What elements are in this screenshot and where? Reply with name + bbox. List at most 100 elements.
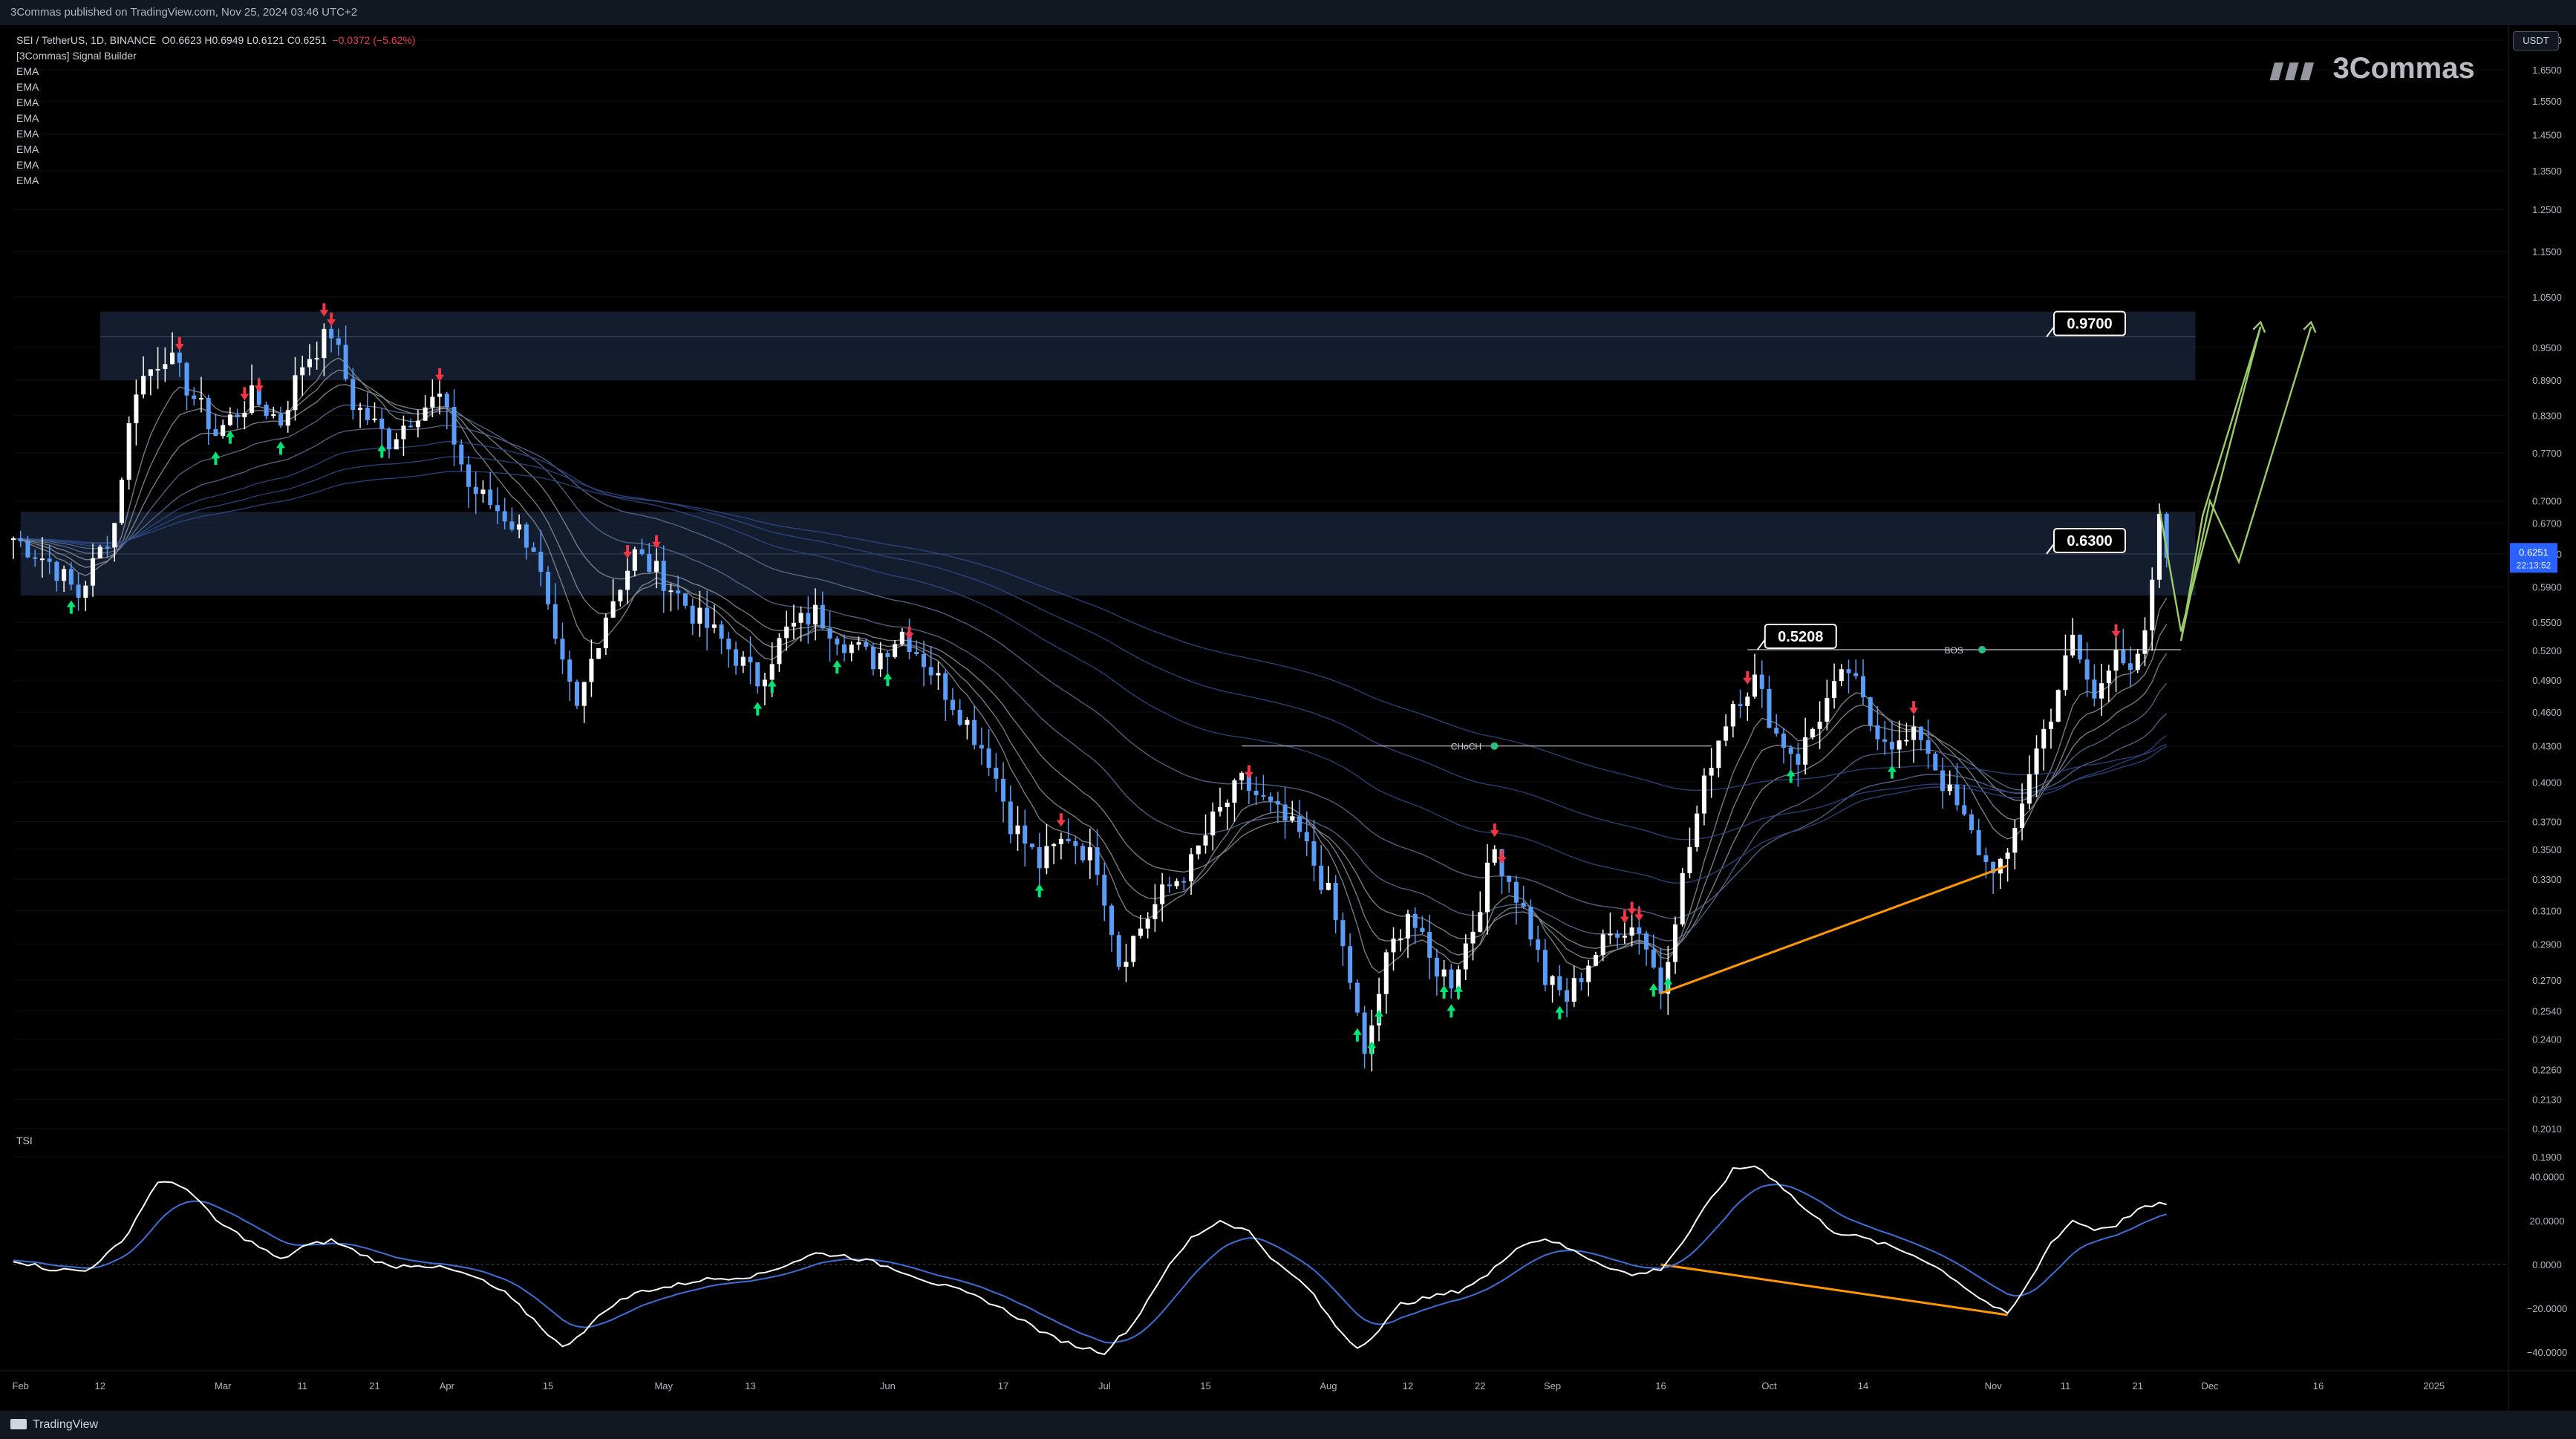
candle (1492, 845, 1497, 866)
candle-body (719, 624, 724, 639)
candle-body (329, 328, 334, 339)
candle-body (1622, 936, 1627, 938)
candle-body (899, 631, 904, 645)
ohlc-values: O0.6623 H0.6949 L0.6121 C0.6251 (161, 34, 327, 46)
candle-body (105, 546, 110, 549)
candle (221, 419, 226, 439)
price-tick-label: 0.1900 (2532, 1152, 2562, 1163)
candle-body (1008, 801, 1013, 835)
candle-body (820, 604, 825, 629)
price-tick-label: 0.3300 (2532, 874, 2562, 885)
current-price-label: 0.6251 (2519, 546, 2549, 558)
candle-body (119, 480, 124, 523)
time-tick-label: 11 (297, 1380, 307, 1391)
candle-body (221, 425, 226, 436)
candle-body (1998, 858, 2003, 874)
candle-body (1297, 816, 1302, 832)
candle (1304, 811, 1309, 856)
sell-arrow-icon (175, 337, 184, 351)
projection-path (2179, 326, 2312, 642)
price-tick-label: 0.4000 (2532, 777, 2562, 789)
candle-body (603, 617, 608, 649)
time-tick-label: 17 (998, 1380, 1008, 1391)
tradingview-brand[interactable]: TradingView (10, 1418, 98, 1432)
candle-body (1774, 728, 1779, 734)
candle-body (1701, 775, 1706, 814)
candle (126, 416, 131, 490)
currency-badge[interactable]: USDT (2513, 31, 2559, 50)
candle-body (1131, 936, 1136, 962)
candle (1507, 875, 1512, 893)
sell-arrow-icon (1634, 907, 1644, 921)
candle-body (849, 645, 854, 653)
candle (2034, 735, 2039, 797)
candle (835, 636, 840, 656)
projection-path (2158, 326, 2262, 642)
candle-body (1246, 772, 1251, 792)
brand-logo: ▮▮▮ 3Commas (2268, 52, 2475, 89)
candle-body (769, 664, 775, 680)
candle-body (1536, 939, 1541, 950)
candle-body (856, 642, 861, 645)
candle (1528, 899, 1533, 947)
candle-body (950, 699, 955, 710)
candle (2156, 503, 2162, 588)
tsi-divergence-line (1660, 1263, 2008, 1316)
ema-line (13, 384, 2168, 951)
candle-body (415, 420, 420, 428)
buy-arrow-icon (767, 679, 777, 694)
candle (2012, 820, 2018, 869)
sell-arrow-icon (2111, 624, 2121, 638)
time-tick-label: Oct (1761, 1380, 1777, 1391)
candle-body (322, 328, 327, 359)
candle (1073, 836, 1078, 865)
candle-body (2034, 748, 2039, 774)
candle (1015, 806, 1020, 851)
candle (227, 407, 232, 427)
candle-body (1405, 913, 1410, 939)
candle (2106, 665, 2111, 702)
candle-body (870, 647, 875, 670)
candle-body (531, 547, 536, 552)
time-tick-label: Nov (1985, 1380, 2003, 1391)
candle-body (271, 414, 276, 417)
ema-line (13, 425, 2168, 919)
buy-arrow-icon (211, 451, 221, 466)
candle (206, 394, 211, 446)
bottom-bar: TradingView (0, 1411, 2576, 1439)
candle-body (1897, 740, 1902, 750)
candle (784, 610, 789, 651)
candle (1196, 845, 1201, 860)
candle-body (1672, 924, 1678, 962)
candle-body (1767, 688, 1772, 728)
candle-body (1160, 884, 1165, 904)
candle (1189, 848, 1194, 895)
time-tick-label: 12 (95, 1380, 105, 1391)
candle (1203, 814, 1208, 854)
candle-body (2164, 514, 2169, 558)
candle (1853, 659, 1859, 679)
candle (105, 535, 110, 558)
candle-body (2099, 683, 2104, 699)
candle (1087, 828, 1092, 879)
sell-arrow-icon (1244, 765, 1253, 779)
candle (1405, 910, 1410, 958)
candle-body (155, 368, 160, 371)
time-tick-label: May (654, 1380, 673, 1391)
candle (820, 591, 825, 630)
buy-arrow-icon (225, 430, 235, 444)
candle (1672, 916, 1678, 974)
candle (1724, 714, 1729, 747)
candle-body (1687, 846, 1692, 873)
candle-body (524, 524, 529, 548)
candle-body (2055, 690, 2061, 722)
candle (423, 395, 428, 422)
candle-body (1709, 768, 1714, 776)
candle (914, 640, 919, 656)
price-tick-label: 0.3700 (2532, 817, 2562, 828)
candle-body (1116, 935, 1121, 967)
candle (1377, 977, 1382, 1042)
candle-body (1579, 978, 1584, 982)
